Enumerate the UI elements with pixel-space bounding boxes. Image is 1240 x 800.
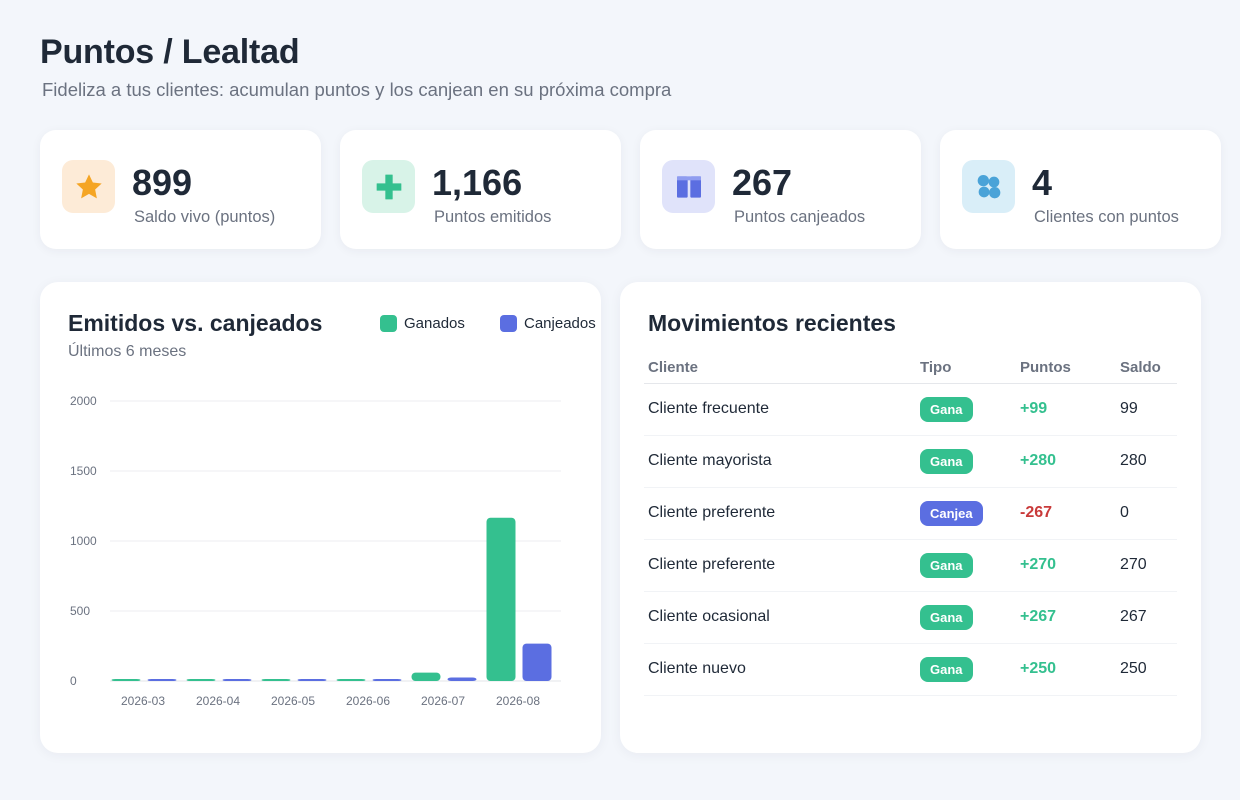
legend-swatch — [380, 315, 397, 332]
tipo-cell: Gana — [916, 591, 1016, 644]
bar-canjeados — [522, 643, 552, 681]
x-tick-label: 2026-03 — [121, 694, 165, 708]
x-tick-label: 2026-08 — [496, 694, 540, 708]
cliente-cell: Cliente preferente — [644, 487, 916, 540]
saldo-cell: 280 — [1116, 435, 1177, 488]
movements-panel: Movimientos recientes Cliente Tipo Punto… — [620, 282, 1201, 753]
y-tick-label: 1000 — [70, 534, 97, 548]
y-tick-label: 1500 — [70, 464, 97, 478]
bar-ganados — [336, 679, 366, 681]
bar-canjeados — [447, 677, 477, 681]
x-tick-label: 2026-06 — [346, 694, 390, 708]
tipo-cell: Gana — [916, 435, 1016, 488]
puntos-cell: +267 — [1016, 591, 1116, 644]
table-row[interactable]: Cliente preferente Canjea -267 0 — [644, 487, 1177, 540]
stat-card-puntos-emitidos: 1,166 Puntos emitidos — [340, 130, 621, 249]
tipo-badge: Gana — [920, 656, 973, 682]
stat-label: Clientes con puntos — [1034, 208, 1179, 226]
saldo-cell: 99 — [1116, 383, 1177, 436]
plus-icon — [362, 160, 415, 213]
users-icon — [962, 160, 1015, 213]
stat-card-puntos-canjeados: 267 Puntos canjeados — [640, 130, 921, 249]
column-header-cliente: Cliente — [644, 352, 916, 384]
tipo-cell: Gana — [916, 643, 1016, 696]
stat-value: 267 — [732, 162, 793, 203]
stat-label: Puntos canjeados — [734, 208, 866, 226]
bar-ganados — [411, 672, 441, 681]
column-header-puntos: Puntos — [1016, 352, 1116, 384]
table-row[interactable]: Cliente preferente Gana +270 270 — [644, 539, 1177, 592]
y-tick-label: 500 — [70, 604, 90, 618]
puntos-cell: +99 — [1016, 383, 1116, 436]
tipo-badge: Gana — [920, 604, 973, 630]
legend-swatch — [500, 315, 517, 332]
legend-label: Ganados — [404, 315, 465, 332]
tipo-cell: Gana — [916, 539, 1016, 592]
bar-chart: 0 500 1000 1500 2000 2026-03 2026-04 2026-05 202… — [70, 394, 561, 708]
tipo-badge: Gana — [920, 396, 973, 422]
stat-value: 899 — [132, 162, 193, 203]
chart-title: Emitidos vs. canjeados — [68, 310, 323, 336]
stat-label: Saldo vivo (puntos) — [134, 208, 276, 226]
stat-card-clientes-con-puntos: 4 Clientes con puntos — [940, 130, 1221, 249]
cliente-cell: Cliente preferente — [644, 539, 916, 592]
star-icon — [62, 160, 115, 213]
bar-ganados — [486, 517, 516, 681]
table-row[interactable]: Cliente frecuente Gana +99 99 — [644, 383, 1177, 436]
y-tick-label: 2000 — [70, 394, 97, 408]
cliente-cell: Cliente ocasional — [644, 591, 916, 644]
cliente-cell: Cliente mayorista — [644, 435, 916, 488]
bar-ganados — [111, 679, 141, 681]
page-title: Puntos / Lealtad — [40, 33, 300, 71]
column-header-tipo: Tipo — [916, 352, 1016, 384]
chart-subtitle: Últimos 6 meses — [68, 343, 187, 360]
saldo-cell: 267 — [1116, 591, 1177, 644]
cliente-cell: Cliente frecuente — [644, 383, 916, 436]
legend-item-canjeados: Canjeados — [500, 315, 596, 332]
saldo-cell: 270 — [1116, 539, 1177, 592]
table-row[interactable]: Cliente mayorista Gana +280 280 — [644, 435, 1177, 488]
stat-value: 4 — [1032, 162, 1053, 203]
movements-title: Movimientos recientes — [648, 310, 896, 336]
x-tick-label: 2026-05 — [271, 694, 315, 708]
legend-label: Canjeados — [524, 315, 596, 332]
legend-item-ganados: Ganados — [380, 315, 465, 332]
y-tick-label: 0 — [70, 674, 77, 688]
page-subtitle: Fideliza a tus clientes: acumulan puntos… — [42, 79, 672, 100]
table-row[interactable]: Cliente ocasional Gana +267 267 — [644, 591, 1177, 644]
saldo-cell: 250 — [1116, 643, 1177, 696]
table-header-row: Cliente Tipo Puntos Saldo — [644, 352, 1177, 384]
puntos-cell: +270 — [1016, 539, 1116, 592]
cliente-cell: Cliente nuevo — [644, 643, 916, 696]
bar-ganados — [186, 679, 216, 681]
x-tick-label: 2026-07 — [421, 694, 465, 708]
stat-card-saldo-vivo: 899 Saldo vivo (puntos) — [40, 130, 321, 249]
tipo-badge: Gana — [920, 552, 973, 578]
tipo-cell: Gana — [916, 383, 1016, 436]
bar-canjeados — [222, 679, 252, 681]
bar-ganados — [261, 679, 291, 681]
puntos-cell: -267 — [1016, 487, 1116, 540]
puntos-cell: +280 — [1016, 435, 1116, 488]
x-tick-label: 2026-04 — [196, 694, 240, 708]
bar-canjeados — [147, 679, 177, 681]
tipo-badge: Gana — [920, 448, 973, 474]
column-header-saldo: Saldo — [1116, 352, 1177, 384]
stat-label: Puntos emitidos — [434, 208, 552, 226]
chart-panel: 0 500 1000 1500 2000 2026-03 2026-04 2026-05 202… — [40, 282, 601, 753]
tipo-badge: Canjea — [920, 500, 983, 526]
movements-table: Cliente Tipo Puntos Saldo Cliente frecue… — [644, 352, 1177, 696]
stat-value: 1,166 — [432, 162, 523, 203]
bar-canjeados — [297, 679, 327, 681]
table-row[interactable]: Cliente nuevo Gana +250 250 — [644, 643, 1177, 696]
gift-icon — [662, 160, 715, 213]
puntos-cell: +250 — [1016, 643, 1116, 696]
tipo-cell: Canjea — [916, 487, 1016, 540]
bar-canjeados — [372, 679, 402, 681]
saldo-cell: 0 — [1116, 487, 1177, 540]
